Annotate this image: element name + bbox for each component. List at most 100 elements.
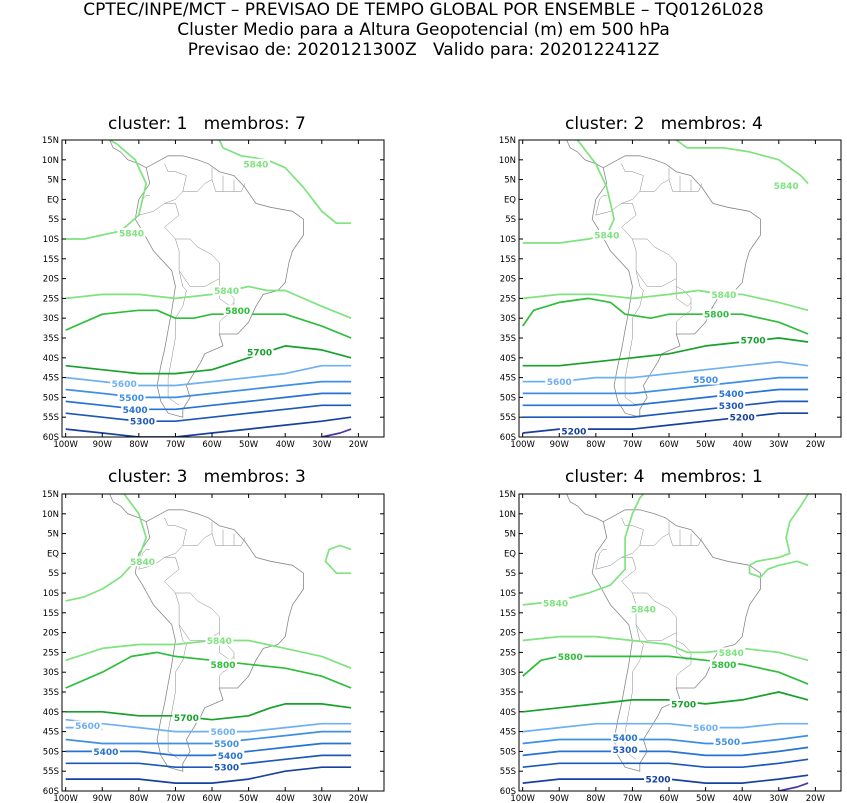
country-border: [668, 175, 681, 192]
country-border: [234, 183, 246, 192]
country-border: [167, 624, 187, 760]
lat-label: 5S: [505, 215, 516, 225]
central-america-coast: [566, 494, 604, 523]
contour-5840: [65, 140, 148, 240]
lat-label: 35S: [500, 688, 516, 698]
contour-5840: [65, 494, 148, 602]
contour-label-5840: 5840: [774, 182, 799, 192]
contour-label-5400: 5400: [93, 748, 118, 758]
country-border: [595, 203, 637, 271]
lon-label: 50W: [696, 794, 716, 803]
lat-label: 25S: [500, 294, 516, 304]
contour-label-5200: 5200: [561, 428, 586, 438]
contour-5500: [65, 730, 352, 745]
contour-5700: [65, 703, 352, 721]
contour-label-bg: [117, 228, 146, 239]
lat-label: 5N: [504, 530, 516, 540]
contour-label-5500: 5500: [214, 740, 239, 750]
map-panel-3: 5840 5840 5800 5700 5600 5600 5500 5400 5400 5300…: [42, 490, 385, 803]
lat-label: 15N: [499, 490, 516, 500]
lat-label: 5S: [48, 569, 59, 579]
header-line-2: Cluster Medio para a Altura Geopotencial…: [177, 20, 670, 40]
lat-label: 5S: [48, 215, 59, 225]
header-line-3: Previsao de: 2020121300Z Valido para: 20…: [187, 40, 660, 60]
contour-label-5500: 5500: [715, 738, 740, 748]
lon-label: 60W: [659, 440, 679, 450]
contour-label-5800: 5800: [225, 307, 250, 317]
lat-label: 45S: [43, 728, 59, 738]
lon-label: 50W: [239, 440, 259, 450]
country-border: [164, 163, 187, 204]
lat-label: 60S: [500, 787, 516, 797]
lat-label: 10S: [500, 235, 516, 245]
country-border: [639, 521, 670, 546]
contour-5200: [65, 766, 352, 784]
lon-label: 40W: [733, 794, 753, 803]
country-border: [167, 270, 187, 406]
contour-label-bg: [717, 400, 746, 411]
panel-4-title: cluster: 4 membros: 1: [565, 467, 763, 487]
lon-label: 100W: [53, 440, 78, 450]
contour-label-bg: [121, 404, 150, 415]
contour-label-bg: [611, 744, 640, 755]
contour-label-5200: 5200: [646, 776, 671, 786]
lat-label: 60S: [43, 433, 59, 443]
contour-5800: [522, 297, 809, 335]
lon-label: 50W: [696, 440, 716, 450]
lat-label: 60S: [500, 433, 516, 443]
lat-label: EQ: [504, 549, 516, 559]
country-border: [211, 175, 224, 192]
lat-label: 40S: [43, 708, 59, 718]
contour-5200: [65, 416, 352, 437]
contour-5500: [522, 376, 809, 395]
lon-label: 80W: [129, 794, 149, 803]
contour-label-bg: [212, 762, 241, 773]
contour-label-5840: 5840: [631, 605, 656, 615]
lon-label: 70W: [623, 440, 643, 450]
coastline: [591, 509, 761, 772]
lon-label: 80W: [129, 440, 149, 450]
lon-label: 90W: [93, 794, 113, 803]
contour-label-5300: 5300: [214, 764, 239, 774]
contour-label-bg: [709, 289, 738, 300]
contour-5840: [522, 494, 645, 606]
lat-label: EQ: [504, 195, 516, 205]
lat-label: 40S: [43, 354, 59, 364]
contour-low: [321, 428, 352, 437]
lon-label: 70W: [166, 440, 186, 450]
contour-label-bg: [556, 651, 585, 662]
country-border: [632, 238, 677, 287]
country-border: [223, 533, 235, 546]
contour-label-5600: 5600: [112, 380, 137, 390]
contour-5700: [522, 691, 809, 713]
contour-label-5800: 5800: [704, 311, 729, 321]
contour-label-bg: [73, 720, 102, 731]
contour-5400: [522, 388, 809, 407]
lat-label: 30S: [43, 314, 59, 324]
contour-label-bg: [209, 726, 237, 737]
contour-label-bg: [541, 597, 570, 608]
contour-label-bg: [245, 346, 274, 357]
country-border: [668, 529, 681, 546]
contour-label-bg: [592, 230, 621, 241]
lat-label: 5N: [47, 176, 59, 186]
contour-5500: [65, 380, 352, 399]
contour-5300: [522, 758, 809, 769]
contour-label-bg: [216, 750, 245, 761]
lon-label: 100W: [53, 794, 78, 803]
contour-label-bg: [717, 388, 746, 399]
country-border: [691, 537, 703, 546]
lon-label: 70W: [623, 794, 643, 803]
lon-label: 40W: [733, 440, 753, 450]
lon-label: 50W: [239, 794, 259, 803]
contour-label-5840: 5840: [207, 637, 232, 647]
contour-5840: [218, 140, 352, 225]
contour-label-5840: 5840: [711, 291, 736, 301]
lat-label: 20S: [500, 629, 516, 639]
contour-5500: [522, 734, 809, 745]
contour-label-bg: [644, 774, 673, 785]
lat-label: 55S: [43, 767, 59, 777]
lat-label: 35S: [43, 688, 59, 698]
lat-label: 10S: [43, 589, 59, 599]
contour-label-bg: [110, 378, 139, 389]
